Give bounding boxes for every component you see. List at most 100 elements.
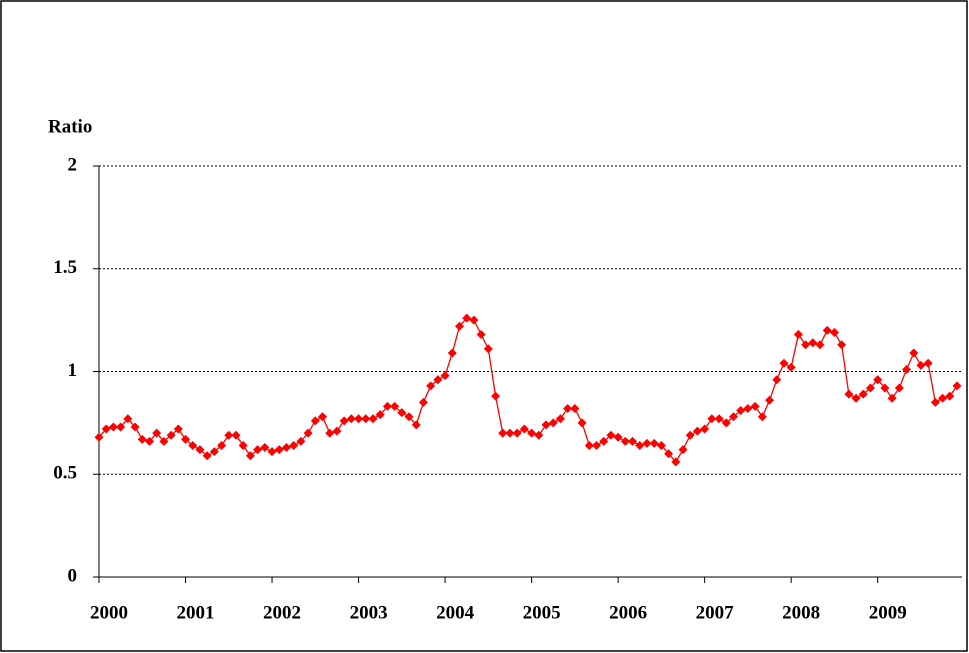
marker <box>671 457 681 467</box>
marker <box>548 418 558 428</box>
marker <box>736 406 746 416</box>
y-tick-label: 1.5 <box>53 257 77 278</box>
marker <box>707 414 717 424</box>
marker <box>447 348 457 358</box>
marker <box>411 420 421 430</box>
marker <box>390 401 400 411</box>
marker <box>260 443 270 453</box>
marker <box>202 451 212 461</box>
marker <box>822 325 832 335</box>
marker <box>873 375 883 385</box>
y-tick-label: 1 <box>68 360 78 381</box>
marker <box>714 414 724 424</box>
marker <box>469 315 479 325</box>
marker <box>108 422 118 432</box>
marker <box>382 401 392 411</box>
marker <box>923 358 933 368</box>
marker <box>505 428 515 438</box>
marker <box>801 340 811 350</box>
marker <box>779 358 789 368</box>
marker <box>620 436 630 446</box>
marker <box>519 424 529 434</box>
marker <box>786 362 796 372</box>
marker <box>613 432 623 442</box>
marker <box>94 432 104 442</box>
marker <box>310 416 320 426</box>
x-tick-label: 2001 <box>177 602 215 623</box>
marker <box>930 397 940 407</box>
x-tick-label: 2006 <box>609 602 647 623</box>
marker <box>455 321 465 331</box>
marker <box>238 440 248 450</box>
marker <box>325 428 335 438</box>
marker <box>685 430 695 440</box>
x-tick-label: 2000 <box>90 602 128 623</box>
marker <box>116 422 126 432</box>
marker <box>173 424 183 434</box>
marker <box>476 330 486 340</box>
marker <box>728 412 738 422</box>
marker <box>563 403 573 413</box>
marker <box>368 414 378 424</box>
x-tick-label: 2007 <box>696 602 735 623</box>
marker <box>894 383 904 393</box>
marker <box>577 418 587 428</box>
marker <box>902 364 912 374</box>
marker <box>433 375 443 385</box>
marker <box>123 414 133 424</box>
marker <box>361 414 371 424</box>
marker <box>591 440 601 450</box>
x-tick-label: 2008 <box>782 602 820 623</box>
y-tick-label: 2 <box>68 154 78 175</box>
marker <box>851 393 861 403</box>
marker <box>303 428 313 438</box>
marker <box>483 344 493 354</box>
x-tick-label: 2003 <box>350 602 388 623</box>
marker <box>692 426 702 436</box>
marker <box>404 412 414 422</box>
marker <box>245 451 255 461</box>
y-tick-label: 0.5 <box>53 463 77 484</box>
marker <box>152 428 162 438</box>
marker <box>721 418 731 428</box>
marker <box>606 430 616 440</box>
marker <box>858 389 868 399</box>
marker <box>541 420 551 430</box>
marker <box>952 381 962 391</box>
marker <box>570 403 580 413</box>
marker <box>865 383 875 393</box>
marker <box>678 445 688 455</box>
marker <box>829 327 839 337</box>
marker <box>281 443 291 453</box>
marker <box>354 414 364 424</box>
x-tick-label: 2005 <box>523 602 561 623</box>
marker <box>166 430 176 440</box>
marker <box>397 408 407 418</box>
marker <box>765 395 775 405</box>
marker <box>555 414 565 424</box>
marker <box>144 436 154 446</box>
marker <box>498 428 508 438</box>
marker <box>267 447 277 457</box>
marker <box>159 436 169 446</box>
marker <box>440 371 450 381</box>
marker <box>815 340 825 350</box>
marker <box>909 348 919 358</box>
marker <box>656 440 666 450</box>
marker <box>527 428 537 438</box>
x-tick-label: 2002 <box>263 602 301 623</box>
marker <box>426 381 436 391</box>
marker <box>375 410 385 420</box>
marker <box>296 436 306 446</box>
marker <box>534 430 544 440</box>
marker <box>772 375 782 385</box>
marker <box>635 440 645 450</box>
marker <box>664 449 674 459</box>
marker <box>137 434 147 444</box>
marker <box>599 436 609 446</box>
marker <box>793 330 803 340</box>
marker <box>253 445 263 455</box>
marker <box>195 445 205 455</box>
marker <box>462 313 472 323</box>
